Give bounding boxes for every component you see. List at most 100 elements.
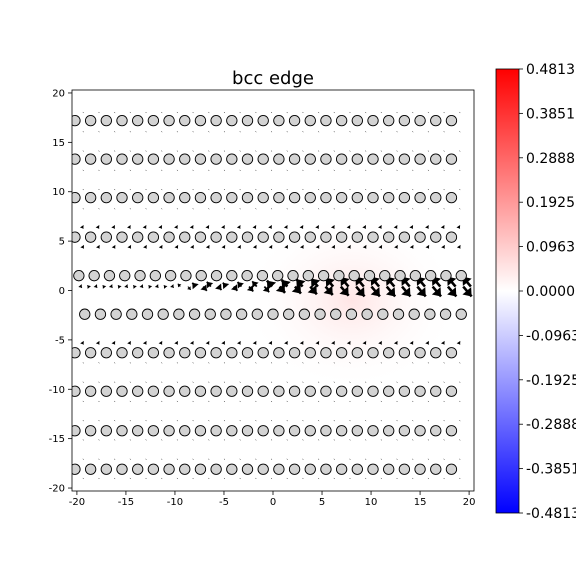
displacement-arrow (412, 400, 414, 402)
atom (132, 114, 144, 127)
displacement-arrow (129, 439, 131, 441)
colorbar-tick-label: 0.2888 (526, 151, 575, 167)
displacement-arrow (270, 420, 273, 422)
displacement-arrow (286, 169, 288, 171)
arrow-head (425, 225, 429, 229)
atom (226, 153, 238, 165)
atom (194, 385, 207, 397)
arrow-head (221, 340, 226, 345)
arrow-head (124, 284, 128, 288)
arrow-head (362, 225, 366, 229)
displacement-arrow (270, 131, 273, 133)
arrow-head (307, 284, 317, 295)
displacement-arrow (82, 400, 84, 402)
atom (414, 114, 426, 127)
atom (351, 153, 363, 165)
x-tick-label: -15 (118, 497, 134, 508)
displacement-arrow (365, 439, 367, 441)
arrow-head (111, 244, 116, 249)
arrow-head (266, 280, 277, 290)
atom (430, 347, 442, 359)
chart-title: bcc edge (232, 68, 314, 89)
atom (430, 425, 442, 437)
displacement-arrow (208, 477, 210, 479)
atom (445, 192, 458, 204)
atom (179, 192, 191, 204)
displacement-arrow (208, 362, 210, 364)
atom (163, 153, 175, 165)
arrow-head (192, 282, 199, 290)
displacement-arrow (239, 362, 241, 364)
arrow-head (79, 225, 84, 229)
arrow-head (80, 244, 85, 249)
displacement-arrow (380, 439, 382, 441)
arrow-head (111, 340, 116, 345)
displacement-arrow (145, 169, 147, 171)
y-tick-label: -5 (55, 335, 65, 346)
atom (351, 347, 363, 359)
colorbar-tick-label: 0.4813 (526, 62, 575, 78)
displacement-arrow (98, 439, 100, 441)
atom (445, 463, 458, 475)
displacement-arrow (98, 458, 100, 460)
atom (379, 270, 391, 282)
atom (132, 192, 144, 204)
atom (100, 385, 112, 397)
arrow-head (139, 284, 144, 288)
displacement-arrow (412, 477, 414, 479)
x-tick-label: 15 (414, 497, 427, 508)
arrow-head (393, 225, 398, 229)
displacement-arrow (380, 169, 382, 171)
displacement-arrow (176, 112, 179, 114)
displacement-arrow (98, 169, 100, 171)
atom (383, 231, 395, 243)
atom (409, 270, 422, 282)
displacement-arrow (82, 169, 84, 171)
atom (257, 114, 269, 127)
displacement-arrow (349, 477, 351, 479)
arrow-head (80, 340, 84, 345)
x-axis-ticks: -20 -15 -10 -5 0 5 10 15 20 (69, 491, 475, 508)
arrow-head (362, 340, 367, 345)
atom (445, 153, 458, 165)
displacement-arrow (302, 477, 304, 479)
atom (367, 463, 379, 475)
displacement-arrows (78, 112, 473, 479)
displacement-arrow (443, 169, 445, 171)
displacement-arrow (396, 131, 398, 133)
displacement-arrow (302, 189, 304, 191)
arrow-head (222, 282, 230, 290)
atom (84, 153, 97, 165)
atom (132, 231, 144, 243)
displacement-arrow (208, 131, 210, 133)
displacement-arrow (317, 439, 320, 441)
atom (398, 463, 411, 475)
displacement-arrow (98, 112, 100, 114)
displacement-arrow (302, 150, 304, 152)
atom (210, 463, 222, 475)
displacement-arrow (270, 458, 273, 460)
colorbar-tick-label: 0.0000 (526, 284, 575, 300)
displacement-arrow (98, 381, 100, 383)
atom (100, 231, 112, 243)
displacement-arrow (365, 420, 367, 422)
displacement-arrow (239, 400, 241, 402)
displacement-arrow (412, 439, 414, 441)
atom (414, 385, 426, 397)
displacement-arrow (349, 131, 351, 133)
arrow-head (163, 285, 168, 289)
atom (94, 308, 107, 320)
arrow-head (347, 244, 351, 249)
arrow-head (441, 244, 445, 249)
atom (194, 425, 207, 437)
displacement-arrow (302, 420, 304, 422)
arrow-head (221, 244, 226, 249)
atom (179, 463, 191, 475)
atom (72, 385, 81, 397)
displacement-arrow (239, 458, 241, 460)
atom (351, 463, 363, 475)
colorbar-gradient (495, 68, 520, 514)
atom (445, 425, 458, 437)
displacement-arrow (161, 362, 163, 364)
arrow-head (378, 340, 382, 345)
